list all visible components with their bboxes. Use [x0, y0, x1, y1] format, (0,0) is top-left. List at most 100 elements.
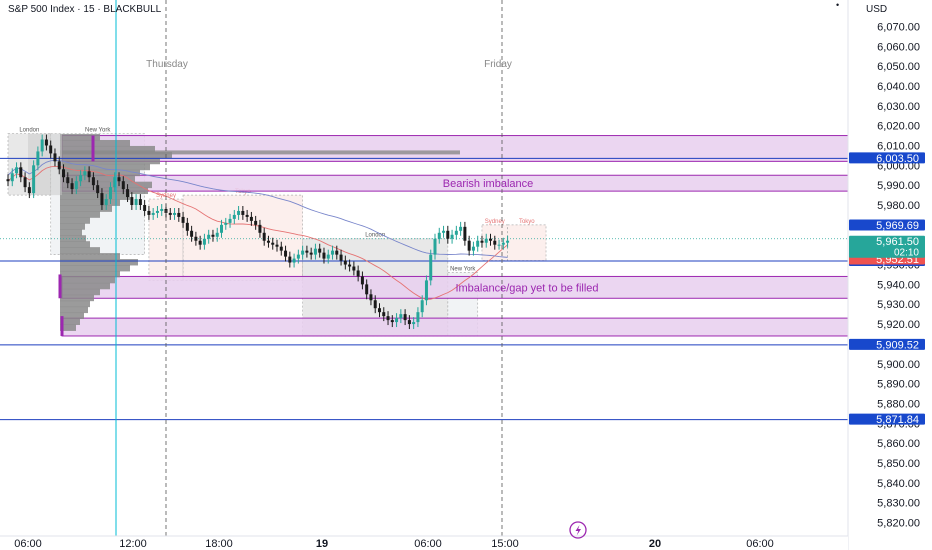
price-tick-label: 5,920.00	[877, 319, 920, 331]
candle-body	[91, 177, 95, 186]
session-label: Tokyo	[519, 219, 535, 225]
candle-body	[275, 244, 279, 247]
candle-body	[232, 214, 236, 219]
candle-body	[23, 177, 27, 188]
candle-body	[62, 169, 66, 178]
menu-dot-icon[interactable]: •	[836, 0, 839, 10]
candle-body	[262, 232, 266, 241]
candle-body	[476, 240, 480, 247]
price-tick-label: 6,060.00	[877, 41, 920, 53]
volume-profile-bar	[60, 229, 82, 236]
zone-labels: Bearish imbalance Imbalance/gap yet to be…	[443, 178, 599, 294]
price-tick-label: 6,040.00	[877, 81, 920, 93]
candle-body	[185, 222, 189, 231]
session-label: New York	[450, 266, 476, 272]
candle-body	[155, 210, 159, 213]
candle-body	[220, 224, 223, 233]
candle-body	[6, 179, 10, 182]
candle-body	[506, 240, 510, 243]
candle-body	[160, 208, 164, 211]
price-axis[interactable]: 6,070.00 6,060.00 6,050.00 6,040.00 6,030.00…	[847, 0, 932, 550]
volume-profile-bar	[60, 306, 88, 314]
candle-body	[108, 187, 112, 200]
candle-body	[194, 236, 198, 241]
candle-body	[96, 185, 100, 194]
price-tick-label: 6,010.00	[877, 140, 920, 152]
price-tags: 6,003.505,951.785,909.525,871.845,969.69…	[849, 152, 925, 426]
candle-body	[348, 264, 352, 267]
candle-body	[151, 212, 155, 215]
level-price-tag-bg	[849, 152, 925, 164]
candle-body	[365, 284, 369, 295]
time-tick-label: 20	[649, 538, 661, 550]
candle-body	[143, 205, 147, 211]
candle-body	[318, 248, 322, 253]
candle-body	[241, 210, 245, 215]
volume-profile-bar	[60, 187, 148, 195]
candle-body	[386, 316, 390, 321]
candle-body	[360, 276, 364, 285]
price-tick-label: 6,030.00	[877, 101, 920, 113]
level-price-tag: 5,871.84	[876, 414, 919, 426]
candle-body	[177, 212, 181, 217]
candle-body	[382, 312, 386, 317]
time-axis[interactable]: 06:00 12:00 18:00 19 06:00 15:00 20 06:00	[0, 535, 848, 550]
candle-body	[322, 252, 326, 259]
lightning-icon[interactable]	[569, 521, 587, 539]
candle-body	[501, 242, 505, 245]
level-price-tag: 6,003.50	[876, 153, 919, 165]
price-tick-label: 6,050.00	[877, 61, 920, 73]
candle-body	[245, 214, 249, 217]
candle-body	[403, 314, 407, 321]
candle-body	[446, 230, 450, 239]
candle-body	[181, 216, 185, 223]
candle-body	[424, 280, 428, 301]
time-tick-label: 06:00	[746, 538, 774, 550]
zone-label: Bearish imbalance	[443, 178, 534, 190]
volume-profile-bar	[60, 145, 155, 153]
day-label: Friday	[484, 59, 512, 70]
candle-body	[335, 250, 339, 255]
time-tick-label: 06:00	[14, 538, 42, 550]
volume-profile-bar	[60, 241, 90, 248]
volume-profile	[28, 133, 460, 331]
price-tick-label: 5,890.00	[877, 379, 920, 391]
volume-profile-bar	[60, 223, 85, 230]
candle-body	[407, 320, 411, 325]
candle-body	[454, 230, 458, 235]
candle-body	[412, 322, 416, 325]
candle-body	[399, 314, 403, 319]
candle-body	[373, 300, 377, 309]
session-label: Sydney	[485, 219, 505, 225]
candle-body	[271, 242, 275, 245]
volume-profile-bar	[60, 217, 90, 224]
candle-body	[442, 230, 446, 233]
candle-body	[497, 244, 501, 246]
high-price-tag-bg	[849, 219, 925, 231]
price-tick-label: 5,940.00	[877, 279, 920, 291]
candle-body	[19, 167, 23, 178]
candle-body	[100, 193, 104, 206]
vertical-markers: Thursday Friday	[58, 0, 512, 536]
moving-average-red	[7, 165, 508, 300]
candle-body	[377, 308, 381, 313]
candlesticks	[6, 134, 510, 330]
candle-body	[254, 220, 258, 225]
candle-body	[87, 171, 91, 178]
candle-body	[74, 181, 78, 190]
candle-body	[301, 250, 305, 255]
candle-body	[339, 254, 343, 261]
candle-body	[49, 145, 53, 154]
price-tick-label: 5,880.00	[877, 398, 920, 410]
candle-body	[130, 197, 134, 206]
candle-body	[32, 165, 36, 194]
chart-title: S&P 500 Index · 15 · BLACKBULL	[8, 4, 162, 15]
high-price-tag: 5,969.69	[876, 220, 919, 232]
day-label: Thursday	[146, 59, 188, 70]
candle-body	[433, 238, 437, 255]
volume-profile-bar	[60, 265, 130, 272]
time-tick-label: 15:00	[491, 538, 519, 550]
price-tick-label: 5,900.00	[877, 359, 920, 371]
candle-body	[202, 238, 206, 245]
